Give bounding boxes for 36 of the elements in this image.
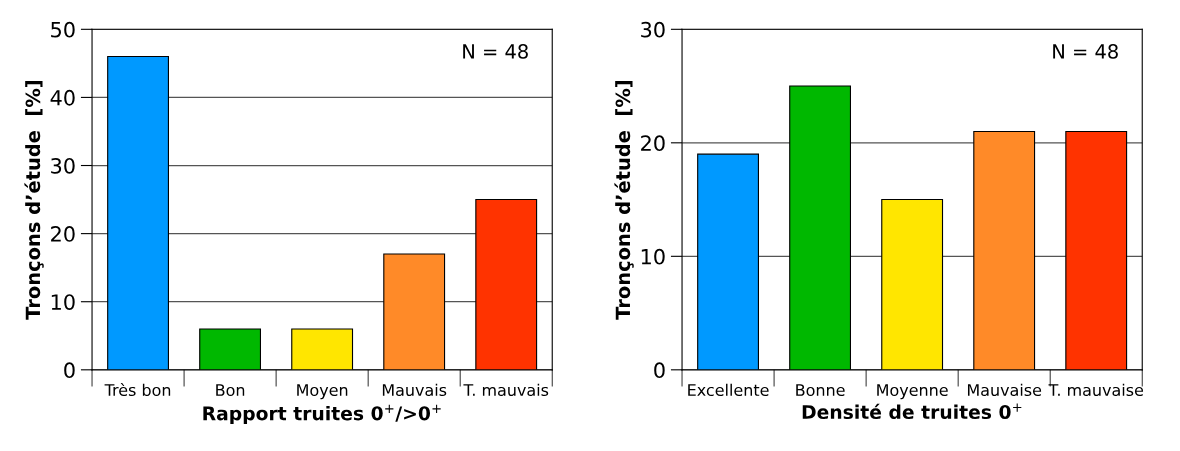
y-tick-label: 10: [641, 248, 665, 265]
x-tick-label: Mauvaise: [967, 383, 1042, 397]
x-tick-label: Moyenne: [877, 384, 948, 400]
bar: [475, 199, 538, 370]
x-tick-label: Très bon: [104, 383, 171, 397]
y-tick-label: 20: [641, 135, 665, 152]
bar: [199, 328, 262, 370]
x-tick-label: Mauvais: [382, 383, 447, 397]
x-axis-title: Densité de truites 0$^{+}$: [802, 403, 1022, 420]
x-tick-label: Bonne: [796, 384, 845, 397]
bar: [789, 85, 852, 370]
y-tick-label: 30: [641, 21, 665, 38]
y-tick-label: 30: [51, 157, 75, 174]
y-axis-title: Tronçons d’étude [%]: [24, 80, 44, 320]
y-tick-label: 10: [51, 294, 75, 310]
x-tick-label: T. mauvais: [463, 383, 549, 397]
annotation: N = 48: [1053, 44, 1118, 59]
y-tick-label: 0: [64, 362, 75, 379]
x-tick-label: Bon: [216, 384, 245, 397]
bar: [881, 199, 944, 370]
x-tick-label: Excellente: [688, 383, 769, 397]
bar: [383, 253, 446, 370]
x-tick-label: T. mauvaise: [1048, 383, 1144, 397]
y-tick-label: 40: [50, 89, 75, 106]
y-tick-label: 0: [654, 362, 665, 379]
y-axis-title: Tronçons d’étude [%]: [614, 80, 634, 320]
x-tick-label: Moyen: [297, 384, 348, 400]
bar: [107, 56, 169, 370]
bar: [1065, 130, 1128, 370]
y-tick-label: 20: [51, 226, 75, 242]
bar: [973, 130, 1036, 370]
annotation: N = 48: [463, 44, 528, 59]
y-tick-label: 50: [51, 21, 75, 38]
bar: [697, 153, 759, 370]
x-axis-title: Rapport truites 0$^{+}$/>0$^{+}$: [203, 404, 441, 425]
bar: [291, 328, 354, 370]
